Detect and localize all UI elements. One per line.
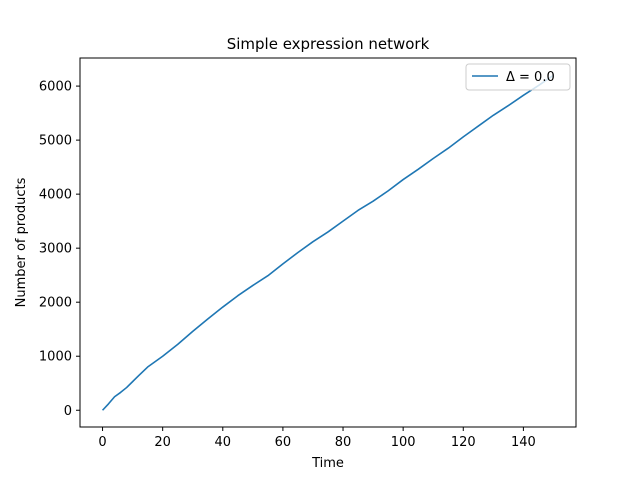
ticks-layer: 0 20 40 60 80 100 120 140 0 1000 2000 3000 4000 5000 6… <box>39 80 536 450</box>
x-tick-label: 60 <box>275 435 292 450</box>
x-axis-label: Time <box>311 456 344 471</box>
y-tick-label: 3000 <box>39 242 72 257</box>
legend-box <box>465 63 571 91</box>
y-tick-label: 6000 <box>39 80 72 95</box>
x-tick-label: 0 <box>98 435 106 450</box>
series-line-0 <box>101 74 554 411</box>
y-tick-label: 0 <box>64 404 72 419</box>
axes-frame <box>79 57 577 428</box>
x-tick-label: 120 <box>451 435 476 450</box>
y-tick-label: 5000 <box>39 134 72 149</box>
x-tick-label: 100 <box>391 435 416 450</box>
y-tick-label: 2000 <box>39 296 72 311</box>
y-tick-label: 4000 <box>39 188 72 203</box>
x-tick-label: 20 <box>154 435 171 450</box>
x-tick-label: 80 <box>335 435 352 450</box>
y-tick-label: 1000 <box>39 350 72 365</box>
legend: Δ = 0.0 <box>465 63 571 91</box>
x-tick-label: 40 <box>215 435 232 450</box>
x-tick-label: 140 <box>511 435 536 450</box>
legend-label: Δ = 0.0 <box>506 70 555 85</box>
chart-title: Simple expression network <box>227 35 430 53</box>
plot-lines <box>101 74 554 411</box>
y-axis-label: Number of products <box>14 177 29 307</box>
